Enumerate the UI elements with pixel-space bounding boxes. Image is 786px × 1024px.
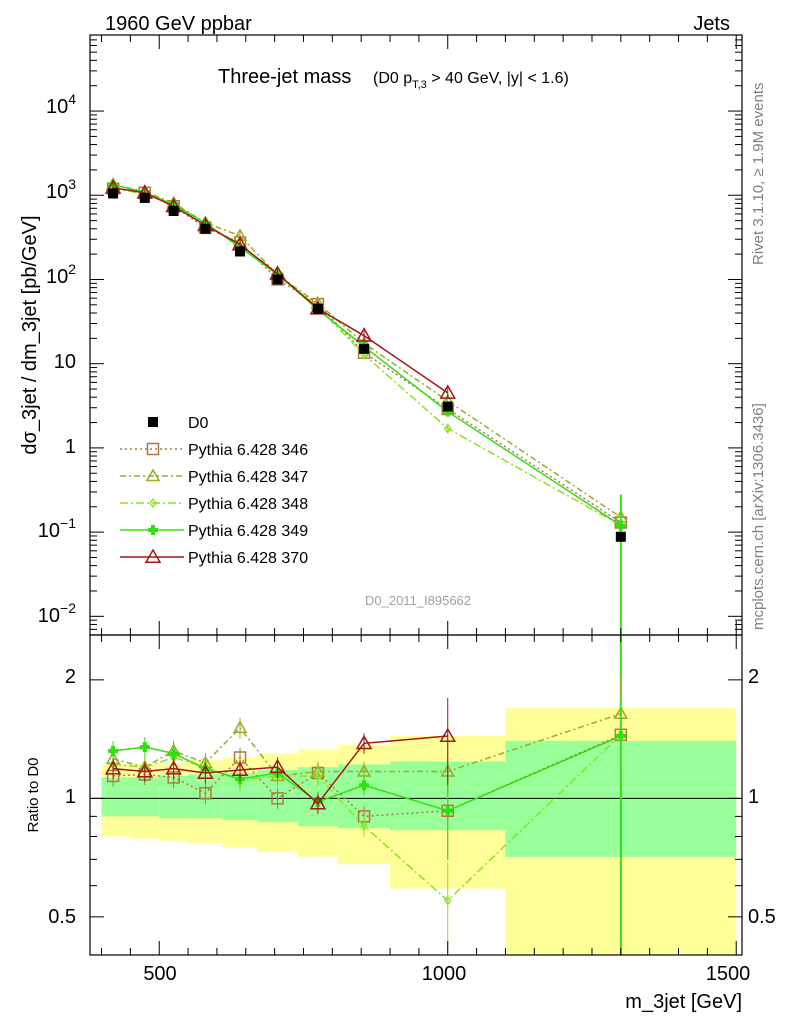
data-point-5 <box>272 274 283 285</box>
data-point-0 <box>108 188 119 199</box>
ratio-point-3-8 <box>442 805 453 816</box>
legend: D0 Pythia 6.428 346 Pythia 6.428 347 Pythia… <box>120 415 308 567</box>
legend-label-3: Pythia 6.428 349 <box>188 523 308 540</box>
ratio-tick-label-right-1: 1 <box>748 786 759 808</box>
ratio-tick-label-right-0.5: 0.5 <box>748 906 776 928</box>
data-point-6 <box>312 303 323 314</box>
ratio-panel-plot <box>104 675 629 950</box>
main-title: Three-jet mass <box>218 66 351 88</box>
main-point-3-8 <box>442 406 453 417</box>
ratio-series-line-2 <box>113 734 622 902</box>
legend-label-data: D0 <box>188 415 209 432</box>
tick-label-1e-2: 10−2 <box>38 600 76 627</box>
main-y-tick-labels: 10−2 10−1 1 10 102 103 104 <box>38 91 76 627</box>
ratio-point-0-3 <box>199 787 212 800</box>
ratio-series-line-3 <box>112 735 622 812</box>
rivet-version-text: Rivet 3.1.10, ≥ 1.9M events <box>750 83 767 266</box>
main-series-line-4 <box>112 186 449 394</box>
tick-label-10: 10 <box>54 351 76 373</box>
plot-frames <box>89 34 743 956</box>
data-point-3 <box>200 223 211 234</box>
tick-label-1e2: 102 <box>46 261 76 288</box>
main-frame <box>89 34 743 636</box>
green-band-0 <box>101 777 131 817</box>
ratio-tick-label-right-2: 2 <box>748 666 759 688</box>
x-axis-label: m_3jet [GeV] <box>625 991 742 1013</box>
tick-label-1e4: 104 <box>46 91 76 118</box>
ratio-point-0-5 <box>271 792 284 805</box>
ratio-point-3-1 <box>139 742 150 753</box>
ratio-point-2-6 <box>314 770 322 782</box>
ratio-tick-label-1: 1 <box>65 786 76 808</box>
ratio-frame <box>89 634 743 956</box>
data-point-4 <box>235 246 246 257</box>
legend-marker-data <box>148 417 158 427</box>
analysis-watermark: D0_2011_I895662 <box>365 593 471 608</box>
x-tick-label-500: 500 <box>143 963 176 985</box>
legend-label-0: Pythia 6.428 346 <box>188 442 308 459</box>
y-axis-label-main: dσ_3jet / dm_3jet [pb/GeV] <box>19 215 41 454</box>
ratio-point-4-7 <box>355 734 373 750</box>
header-left: 1960 GeV ppbar <box>105 13 252 35</box>
ratio-point-4-8 <box>439 727 457 743</box>
tick-label-1e-1: 10−1 <box>38 515 76 542</box>
ratio-point-1-4 <box>232 720 248 734</box>
data-point-2 <box>168 206 179 217</box>
main-panel-plot <box>104 177 629 955</box>
ratio-point-4-2 <box>165 760 182 775</box>
data-point-8 <box>442 401 453 412</box>
tick-label-1e3: 103 <box>46 176 76 203</box>
ratio-point-4-6 <box>309 795 327 810</box>
tick-label-1: 1 <box>65 436 76 458</box>
ratio-point-3-2 <box>168 748 179 759</box>
ratio-point-4-4 <box>231 761 249 777</box>
legend-marker-4 <box>144 548 162 563</box>
ratio-point-4-5 <box>269 758 286 774</box>
ratio-point-2-7 <box>360 821 368 832</box>
data-point-9 <box>615 531 626 542</box>
mcplots-text: mcplots.cern.ch [arXiv:1306.3436] <box>750 403 767 630</box>
main-point-4-7 <box>355 327 373 342</box>
main-point-4-8 <box>439 384 457 399</box>
main-point-2-8 <box>443 423 452 434</box>
legend-marker-3 <box>148 525 158 535</box>
ratio-series-line-1 <box>112 713 622 777</box>
ratio-point-4-3 <box>197 764 214 779</box>
legend-label-2: Pythia 6.428 348 <box>188 496 308 513</box>
legend-marker-2 <box>149 497 157 509</box>
ratio-tick-label-2: 2 <box>65 666 76 688</box>
ratio-point-4-0 <box>104 760 122 775</box>
legend-marker-0 <box>146 442 160 456</box>
ratio-point-2-8 <box>443 895 452 906</box>
main-series-line-3 <box>112 183 622 527</box>
legend-label-1: Pythia 6.428 347 <box>188 469 308 486</box>
ratio-point-3-7 <box>359 780 370 791</box>
main-series-line-1 <box>112 183 622 518</box>
y-axis-label-ratio: Ratio to D0 <box>25 757 42 832</box>
ratio-point-4-1 <box>136 762 154 778</box>
data-point-1 <box>139 192 150 203</box>
legend-marker-1 <box>145 468 161 482</box>
ratio-series-line-0 <box>113 734 622 818</box>
ratio-point-3-9 <box>615 731 626 742</box>
legend-label-4: Pythia 6.428 370 <box>188 550 308 567</box>
ratio-tick-label-0.5: 0.5 <box>48 906 76 928</box>
header-right: Jets <box>693 13 730 35</box>
x-tick-label-1000: 1000 <box>422 963 467 985</box>
x-tick-label-1500: 1500 <box>706 963 751 985</box>
ratio-uncertainty-bands <box>90 707 742 955</box>
data-point-7 <box>359 343 370 354</box>
main-subtitle: (D0 pT,3 > 40 GeV, |y| < 1.6) <box>373 70 569 91</box>
ratio-point-3-0 <box>108 745 119 756</box>
